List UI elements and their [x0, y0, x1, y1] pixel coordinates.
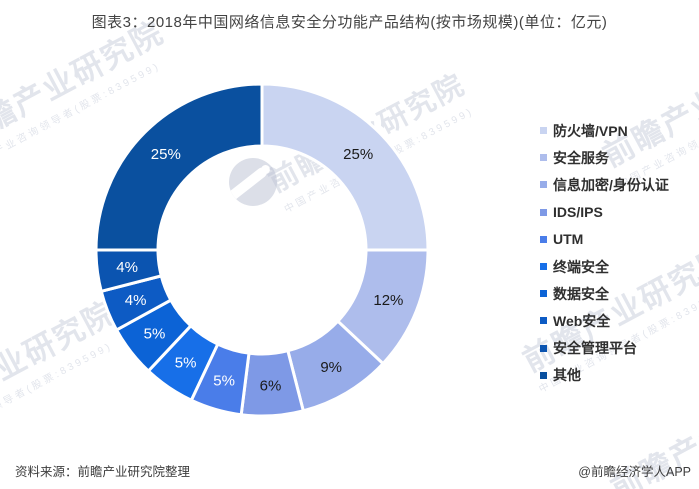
slice-label-9: 25%	[151, 146, 181, 163]
legend-item-9[interactable]: 其他	[540, 362, 669, 389]
slice-label-4: 5%	[213, 373, 235, 390]
legend-marker-icon	[540, 290, 547, 298]
legend-item-8[interactable]: 安全管理平台	[540, 335, 669, 362]
legend-item-3[interactable]: IDS/IPS	[540, 199, 669, 226]
legend-marker-icon	[540, 181, 547, 189]
slice-label-8: 4%	[116, 259, 138, 276]
slice-label-5: 5%	[175, 355, 197, 372]
legend-label: 安全管理平台	[553, 340, 637, 357]
legend-marker-icon	[540, 344, 547, 352]
legend-item-0[interactable]: 防火墙/VPN	[540, 117, 669, 144]
legend-marker-icon	[540, 235, 547, 243]
legend-item-6[interactable]: 数据安全	[540, 280, 669, 307]
slice-label-6: 5%	[144, 325, 166, 342]
legend-item-7[interactable]: Web安全	[540, 307, 669, 334]
legend-label: 其他	[553, 367, 581, 384]
legend-label: IDS/IPS	[553, 204, 603, 221]
legend-label: Web安全	[553, 312, 611, 329]
legend-item-4[interactable]: UTM	[540, 226, 669, 253]
legend-item-1[interactable]: 安全服务	[540, 144, 669, 171]
slice-label-0: 25%	[343, 146, 373, 163]
legend-marker-icon	[540, 263, 547, 271]
legend-label: 数据安全	[553, 285, 609, 302]
pie-slice-0[interactable]	[260, 82, 430, 252]
page-title: 图表3：2018年中国网络信息安全分功能产品结构(按市场规模)(单位：亿元)	[91, 14, 608, 31]
legend-label: 信息加密/身份认证	[553, 176, 669, 193]
legend-label: 防火墙/VPN	[553, 122, 628, 139]
legend-marker-icon	[540, 127, 547, 135]
legend: 防火墙/VPN 安全服务信息加密/身份认证 IDS/IPS UTM 终端安全数据安全 We…	[540, 117, 669, 389]
credit-note: @前瞻经济学人APP	[578, 465, 691, 479]
pie-slice-9[interactable]	[94, 82, 264, 252]
slice-label-2: 9%	[320, 359, 342, 376]
legend-marker-icon	[540, 208, 547, 216]
legend-label: 安全服务	[553, 149, 609, 166]
legend-marker-icon	[540, 154, 547, 162]
legend-item-5[interactable]: 终端安全	[540, 253, 669, 280]
legend-marker-icon	[540, 371, 547, 379]
slice-label-7: 4%	[125, 292, 147, 309]
legend-marker-icon	[540, 317, 547, 325]
legend-item-2[interactable]: 信息加密/身份认证	[540, 171, 669, 198]
slice-label-3: 6%	[260, 378, 282, 395]
slice-label-1: 12%	[373, 292, 403, 309]
source-note: 资料来源：前瞻产业研究院整理	[15, 465, 191, 479]
legend-label: UTM	[553, 231, 584, 248]
legend-label: 终端安全	[553, 258, 609, 275]
